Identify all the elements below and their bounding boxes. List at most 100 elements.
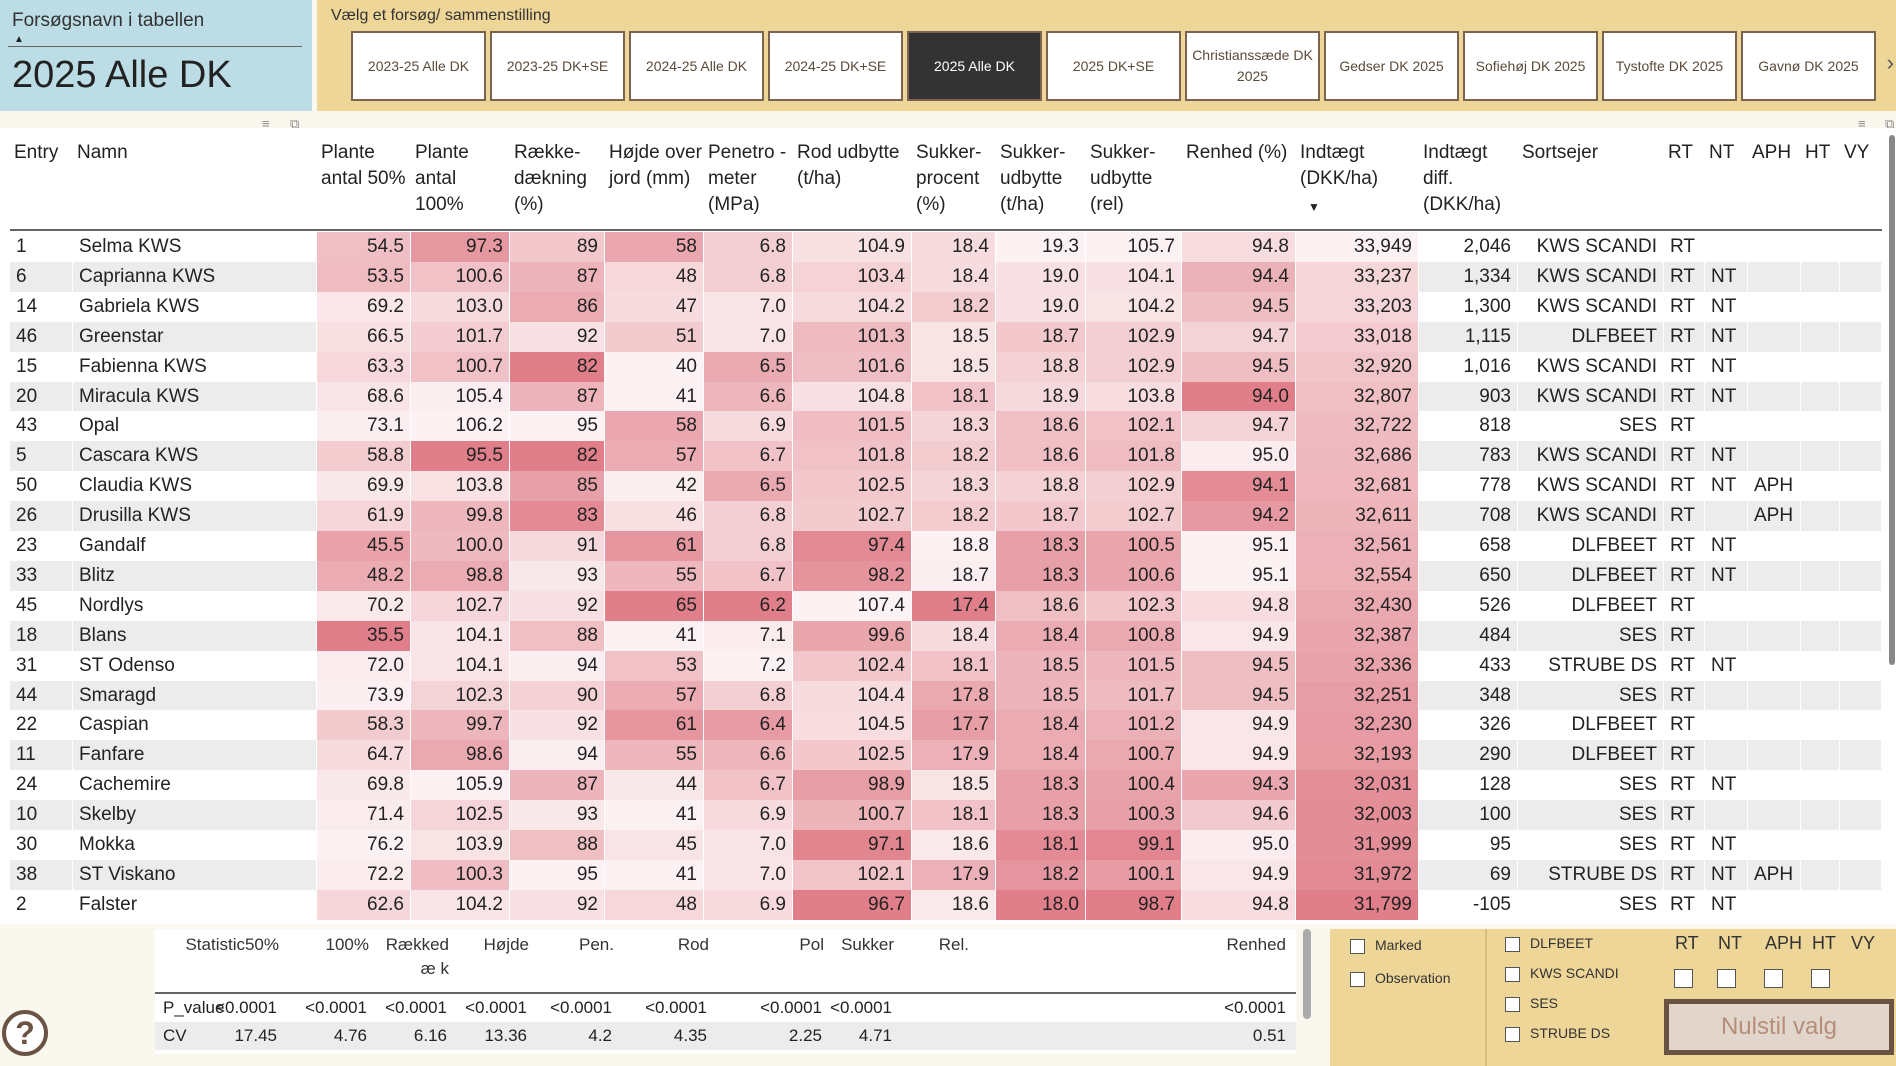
checkbox[interactable]: [1350, 971, 1365, 987]
checkbox[interactable]: [1505, 996, 1520, 1012]
focus-mode-icon[interactable]: ⧉: [1885, 116, 1895, 131]
trial-option-button[interactable]: Christianssæde DK 2025: [1185, 31, 1320, 101]
cell-vy: [1840, 560, 1882, 591]
table-row[interactable]: 23 Gandalf 45.5 100.0 91 61 6.8 97.4 18.8 18.3 100…: [10, 531, 1882, 561]
column-header[interactable]: Renhed (%): [1186, 142, 1288, 163]
owner-filter-option[interactable]: STRUBE DS: [1505, 1025, 1610, 1042]
trial-option-button[interactable]: 2024-25 DK+SE: [768, 31, 903, 101]
table-row[interactable]: 24 Cachemire 69.8 105.9 87 44 6.7 98.9 18.5 18.3 1…: [10, 770, 1882, 801]
trial-option-button[interactable]: 2024-25 Alle DK: [629, 31, 764, 101]
trial-option-button[interactable]: 2023-25 DK+SE: [490, 31, 625, 101]
table-row[interactable]: 18 Blans 35.5 104.1 88 41 7.1 99.6 18.4 18.4 100.8…: [10, 620, 1882, 651]
table-scrollbar[interactable]: [1889, 135, 1895, 665]
table-row[interactable]: 14 Gabriela KWS 69.2 103.0 86 47 7.0 104.2 18.2 1…: [10, 291, 1882, 322]
column-header[interactable]: RT: [1668, 142, 1693, 163]
table-row[interactable]: 31 ST Odenso 72.0 104.1 94 53 7.2 102.4 18.1 18.5…: [10, 650, 1882, 681]
cell-indtægt-dkk-ha-: 33,237: [1296, 261, 1419, 292]
cell-namn: Mokka: [73, 830, 317, 860]
column-header[interactable]: Række- dækning (%): [514, 142, 587, 215]
table-row[interactable]: 33 Blitz 48.2 98.8 93 55 6.7 98.2 18.7 18.3 100.6 9…: [10, 560, 1882, 591]
cell-sortsejer: KWS SCANDI: [1518, 471, 1664, 502]
reset-button[interactable]: Nulstil valg: [1664, 999, 1894, 1055]
table-row[interactable]: 38 ST Viskano 72.2 100.3 95 41 7.0 102.1 17.9 18.…: [10, 859, 1882, 890]
column-header[interactable]: Penetro - meter (MPa): [708, 142, 787, 215]
table-row[interactable]: 43 Opal 73.1 106.2 95 58 6.9 101.5 18.3 18.6 102.1…: [10, 411, 1882, 442]
table-row[interactable]: 50 Claudia KWS 69.9 103.8 85 42 6.5 102.5 18.3 18…: [10, 471, 1882, 502]
owner-filter-option[interactable]: KWS SCANDI: [1505, 965, 1619, 982]
column-header[interactable]: VY: [1844, 142, 1870, 163]
table-row[interactable]: 11 Fanfare 64.7 98.6 94 55 6.6 102.5 17.9 18.4 100…: [10, 740, 1882, 771]
sort-up-icon[interactable]: ▲: [14, 34, 24, 45]
owner-filter-option[interactable]: SES: [1505, 995, 1558, 1012]
cell-vy: [1840, 859, 1882, 890]
checkbox[interactable]: [1505, 936, 1520, 952]
display-option-observation[interactable]: Observation: [1350, 970, 1450, 987]
trial-option-button[interactable]: Gavnø DK 2025: [1741, 31, 1876, 101]
column-header[interactable]: Indtægt (DKK/ha): [1300, 142, 1379, 189]
table-row[interactable]: 1 Selma KWS 54.5 97.3 89 58 6.8 104.9 18.4 19.3 10…: [10, 232, 1882, 262]
cell-renhed-: 94.5: [1182, 291, 1296, 322]
table-row[interactable]: 2 Falster 62.6 104.2 92 48 6.9 96.7 18.6 18.0 98.7…: [10, 889, 1882, 920]
trait-checkbox[interactable]: [1717, 969, 1736, 988]
table-row[interactable]: 26 Drusilla KWS 61.9 99.8 83 46 6.8 102.7 18.2 18…: [10, 501, 1882, 532]
filter-icon[interactable]: ≡: [1858, 116, 1866, 131]
statistics-column-header: Renhed: [1226, 935, 1286, 954]
chevron-right-icon[interactable]: ›: [1886, 50, 1894, 75]
table-row[interactable]: 10 Skelby 71.4 102.5 93 41 6.9 100.7 18.1 18.3 100…: [10, 800, 1882, 831]
filter-icon[interactable]: ≡: [262, 116, 270, 131]
column-header[interactable]: Entry: [14, 142, 59, 163]
owner-filter-option[interactable]: DLFBEET: [1505, 935, 1593, 952]
column-header[interactable]: Rod udbytte (t/ha): [797, 142, 900, 189]
checkbox[interactable]: [1505, 966, 1520, 982]
column-header[interactable]: Sukker- udbytte (rel): [1090, 142, 1156, 215]
cell-namn: Smaragd: [73, 680, 317, 711]
table-row[interactable]: 45 Nordlys 70.2 102.7 92 65 6.2 107.4 17.4 18.6 10…: [10, 590, 1882, 621]
column-header[interactable]: Sukker- procent (%): [916, 142, 982, 215]
column-header[interactable]: Plante antal 50%: [321, 142, 406, 189]
cell-sukker-procent-: 18.6: [912, 889, 996, 920]
cell-rt: RT: [1664, 560, 1705, 591]
cell-sukker-udbytte-t-ha-: 18.0: [996, 889, 1086, 920]
trial-option-button[interactable]: 2025 Alle DK: [907, 31, 1042, 101]
cell-rt: RT: [1664, 232, 1705, 262]
checkbox[interactable]: [1350, 938, 1365, 954]
cell-aph: [1748, 261, 1801, 292]
trial-option-button[interactable]: 2025 DK+SE: [1046, 31, 1181, 101]
table-row[interactable]: 46 Greenstar 66.5 101.7 92 51 7.0 101.3 18.5 18.7…: [10, 321, 1882, 352]
table-row[interactable]: 15 Fabienna KWS 63.3 100.7 82 40 6.5 101.6 18.5 1…: [10, 351, 1882, 382]
trait-checkbox[interactable]: [1674, 969, 1693, 988]
table-row[interactable]: 30 Mokka 76.2 103.9 88 45 7.0 97.1 18.6 18.1 99.1 9…: [10, 830, 1882, 860]
column-header[interactable]: Namn: [77, 142, 128, 163]
trait-checkbox[interactable]: [1764, 969, 1783, 988]
sort-descending-icon[interactable]: ▼: [1308, 200, 1320, 214]
column-header[interactable]: Højde over jord (mm): [609, 142, 702, 189]
display-option-marked[interactable]: Marked: [1350, 937, 1422, 954]
trait-checkbox[interactable]: [1811, 969, 1830, 988]
trial-option-button[interactable]: 2023-25 Alle DK: [351, 31, 486, 101]
column-header[interactable]: Sortsejer: [1522, 142, 1599, 163]
statistics-scrollbar[interactable]: [1303, 929, 1311, 1019]
table-row[interactable]: 44 Smaragd 73.9 102.3 90 57 6.8 104.4 17.8 18.5 10…: [10, 680, 1882, 711]
column-header[interactable]: HT: [1805, 142, 1831, 163]
column-header[interactable]: Indtægt diff. (DKK/ha): [1423, 142, 1502, 215]
column-header[interactable]: APH: [1752, 142, 1792, 163]
table-row[interactable]: 6 Caprianna KWS 53.5 100.6 87 48 6.8 103.4 18.4 1…: [10, 261, 1882, 292]
table-row[interactable]: 5 Cascara KWS 58.8 95.5 82 57 6.7 101.8 18.2 18.6…: [10, 441, 1882, 472]
statistics-cell: P_value: [163, 998, 225, 1017]
column-header[interactable]: Plante antal 100%: [415, 142, 469, 215]
trial-option-button[interactable]: Gedser DK 2025: [1324, 31, 1459, 101]
checkbox[interactable]: [1505, 1026, 1520, 1042]
statistics-cell: 4.71: [858, 1026, 892, 1045]
focus-mode-icon[interactable]: ⧉: [290, 116, 300, 131]
help-icon[interactable]: ?: [2, 1010, 48, 1056]
trial-option-button[interactable]: Tystofte DK 2025: [1602, 31, 1737, 101]
cell-indtægt-dkk-ha-: 33,018: [1296, 321, 1419, 352]
table-row[interactable]: 22 Caspian 58.3 99.7 92 61 6.4 104.5 17.7 18.4 101…: [10, 710, 1882, 741]
trial-option-button[interactable]: Sofiehøj DK 2025: [1463, 31, 1598, 101]
table-row[interactable]: 20 Miracula KWS 68.6 105.4 87 41 6.6 104.8 18.1 1…: [10, 381, 1882, 412]
cell-entry: 38: [10, 859, 73, 890]
column-header[interactable]: NT: [1709, 142, 1735, 163]
cell-plante-antal-50-: 58.8: [317, 441, 411, 472]
column-header[interactable]: Sukker- udbytte (t/ha): [1000, 142, 1066, 215]
cell-række-dækning-: 92: [510, 590, 605, 621]
